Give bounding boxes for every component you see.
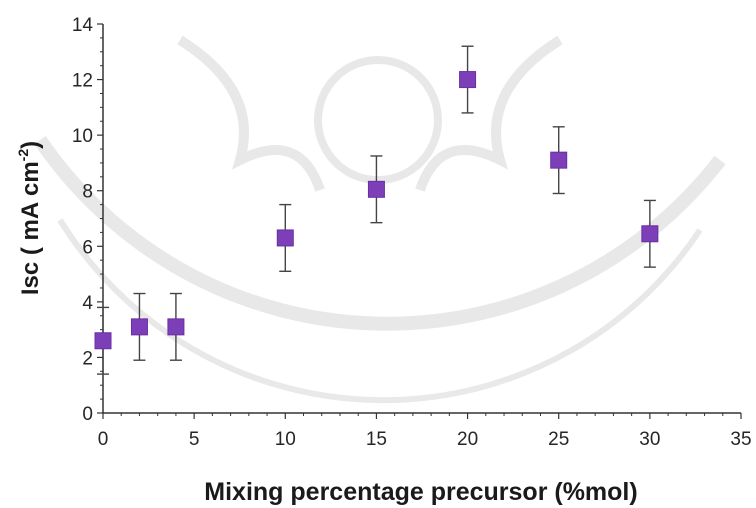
x-tick-label: 15 xyxy=(366,429,387,450)
y-tick-label: 0 xyxy=(82,404,93,425)
data-point xyxy=(167,318,185,336)
data-point xyxy=(641,225,659,243)
x-tick-label: 10 xyxy=(275,429,296,450)
data-point xyxy=(459,71,477,89)
x-axis-title: Mixing percentage precursor (%mol) xyxy=(204,478,637,506)
x-tick-label: 30 xyxy=(639,429,660,450)
x-tick-label: 5 xyxy=(189,429,200,450)
x-tick-label: 25 xyxy=(548,429,569,450)
y-tick-label: 14 xyxy=(72,15,94,36)
y-tick-label: 10 xyxy=(72,126,93,147)
university-seal-watermark xyxy=(34,35,726,404)
plot-area: 0 2 4 6 8 10 12 14 0 5 10 15 20 25 30 35 xyxy=(72,15,752,450)
y-axis-title-close: ) xyxy=(17,141,44,149)
data-point xyxy=(367,180,385,198)
x-tick-label: 20 xyxy=(457,429,478,450)
y-tick-label: 12 xyxy=(72,71,93,92)
data-point xyxy=(130,318,148,336)
x-tick-label: 0 xyxy=(98,429,109,450)
data-point xyxy=(276,229,294,247)
data-point xyxy=(94,332,112,350)
y-tick-label: 4 xyxy=(82,293,93,314)
y-axis-title-main: Isc ( mA cm xyxy=(17,161,44,295)
y-tick-label: 6 xyxy=(82,237,93,258)
y-axis-title-sup: -2 xyxy=(15,149,31,162)
data-point xyxy=(550,151,568,169)
y-tick-label: 8 xyxy=(82,182,93,203)
y-axis-title: Isc ( mA cm-2) xyxy=(15,141,44,295)
y-tick-label: 2 xyxy=(82,348,93,369)
x-tick-label: 35 xyxy=(730,429,751,450)
